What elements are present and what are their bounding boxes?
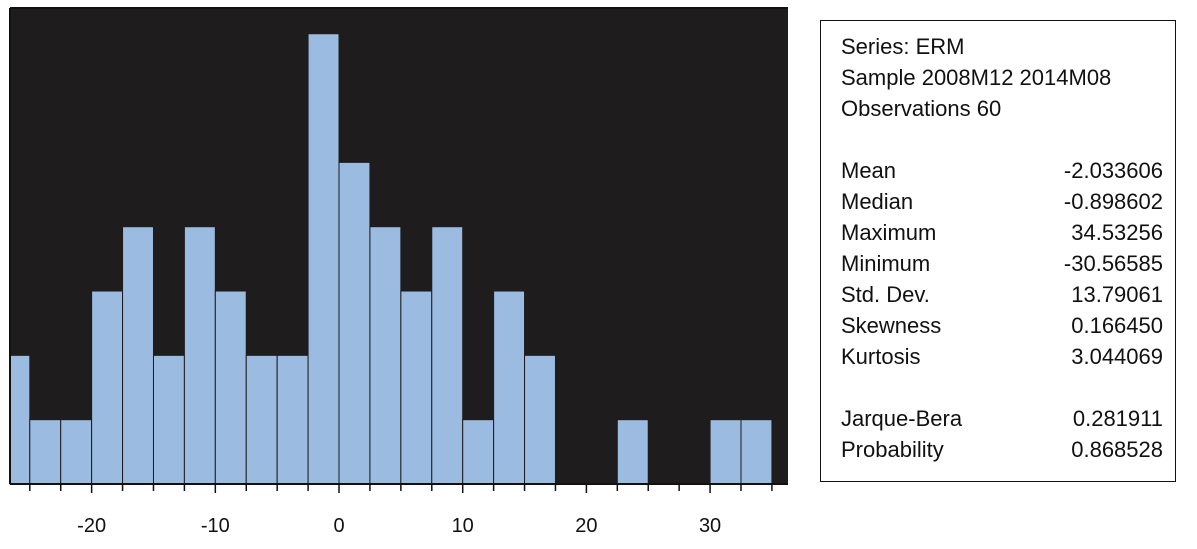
- histogram-bar-9: [276, 354, 309, 485]
- stat-row-std-dev: Std. Dev. 13.79061: [841, 279, 1175, 310]
- spacer: [841, 372, 1175, 403]
- stat-label: Kurtosis: [841, 344, 921, 369]
- x-axis-ticks: -20 -10 0 10 20 30: [29, 484, 773, 537]
- stat-row-skewness: Skewness 0.166450: [841, 310, 1175, 341]
- stat-value: -2.033606: [1063, 158, 1163, 183]
- histogram-bar-18: [616, 419, 649, 485]
- stat-row-jarque-bera: Jarque-Bera 0.281911: [841, 403, 1175, 434]
- histogram-bar-12: [369, 226, 402, 485]
- histogram-bar-10: [307, 33, 340, 485]
- histogram-bar-3: [91, 290, 124, 485]
- x-tick-label: -20: [77, 515, 106, 537]
- stat-row-minimum: Minimum -30.56585: [841, 248, 1175, 279]
- stat-row-probability: Probability 0.868528: [841, 434, 1175, 465]
- histogram-bar-8: [245, 354, 278, 485]
- histogram-bar-11: [338, 161, 371, 485]
- series-name: Series: ERM: [841, 34, 965, 59]
- stat-value: 0.868528: [1071, 437, 1163, 462]
- stat-row-median: Median -0.898602: [841, 186, 1175, 217]
- stat-label: Std. Dev.: [841, 282, 930, 307]
- spacer: [841, 124, 1175, 155]
- x-tick-label: 30: [699, 515, 721, 537]
- stat-label: Skewness: [841, 313, 942, 338]
- stat-label: Mean: [841, 158, 897, 183]
- histogram-bar-14: [431, 226, 464, 485]
- stat-value: -0.898602: [1063, 189, 1163, 214]
- stat-row-maximum: Maximum 34.53256: [841, 217, 1175, 248]
- descriptive-statistics-panel: Series: ERM Sample 2008M12 2014M08 Obser…: [820, 20, 1176, 482]
- histogram-bar-13: [400, 290, 433, 485]
- stat-row-mean: Mean -2.033606: [841, 155, 1175, 186]
- x-tick-label: 10: [452, 515, 474, 537]
- histogram-bar-17: [524, 354, 556, 485]
- x-tick-label: 0: [333, 515, 344, 537]
- histogram-bar-7: [214, 290, 247, 485]
- histogram-chart: -20 -10 0 10 20 30: [9, 7, 788, 537]
- x-tick-label: 20: [575, 515, 597, 537]
- histogram-bar-19: [709, 419, 742, 485]
- stat-label: Probability: [841, 437, 944, 462]
- histogram-bar-0: [9, 354, 31, 485]
- histogram-bar-16: [493, 290, 526, 485]
- stat-value: 13.79061: [1071, 282, 1163, 307]
- stat-value: -30.56585: [1063, 251, 1163, 276]
- histogram-bar-6: [183, 226, 216, 485]
- sample-range: Sample 2008M12 2014M08: [841, 65, 1112, 90]
- histogram-bar-5: [152, 354, 185, 485]
- stat-value: 0.166450: [1071, 313, 1163, 338]
- stat-label: Median: [841, 189, 914, 214]
- stat-row-kurtosis: Kurtosis 3.044069: [841, 341, 1175, 372]
- stat-value: 34.53256: [1071, 220, 1163, 245]
- stat-label: Maximum: [841, 220, 937, 245]
- histogram-bar-20: [740, 419, 773, 485]
- histogram-bars: [9, 33, 773, 485]
- stat-value: 0.281911: [1072, 406, 1163, 431]
- x-tick-label: -10: [201, 515, 230, 537]
- histogram-bar-1: [29, 419, 62, 485]
- stat-label: Jarque-Bera: [841, 406, 963, 431]
- stat-value: 3.044069: [1071, 344, 1163, 369]
- stat-label: Minimum: [841, 251, 931, 276]
- observations-count: Observations 60: [841, 96, 1002, 121]
- histogram-bar-4: [122, 226, 154, 485]
- histogram-bar-15: [462, 419, 495, 485]
- histogram-bar-2: [60, 419, 93, 485]
